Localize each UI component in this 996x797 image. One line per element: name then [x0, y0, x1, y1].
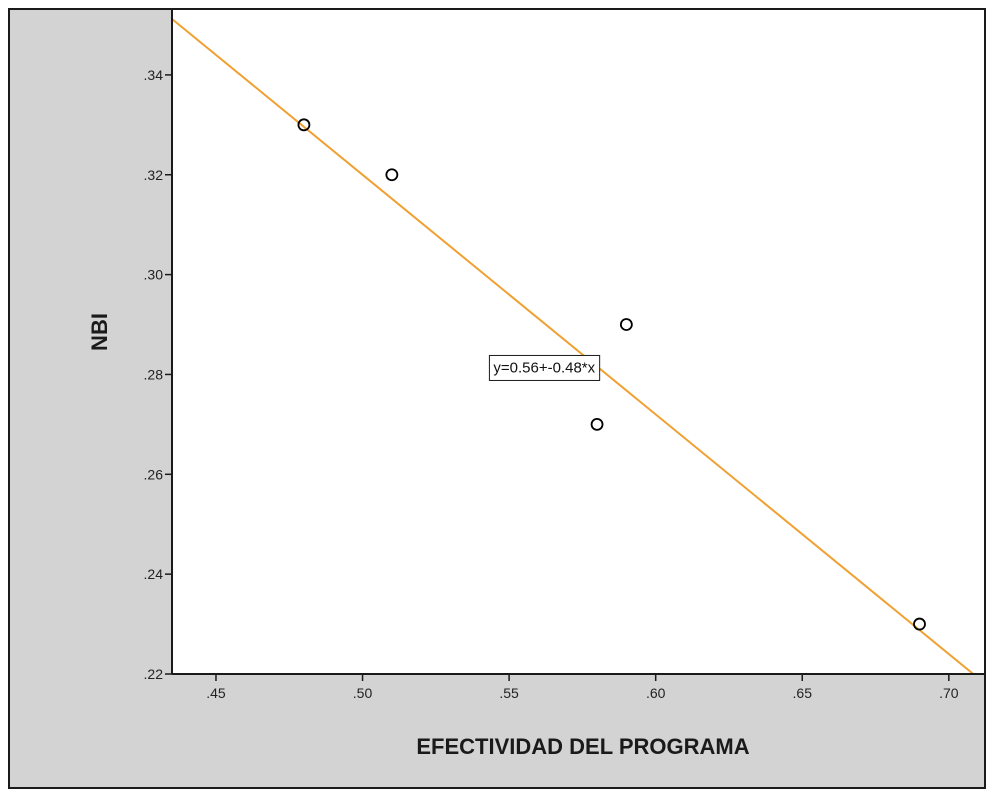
plot-area	[172, 10, 984, 674]
y-ticks: .22 .24 .26 .28 .30 .32 .34	[144, 67, 172, 682]
data-point	[913, 617, 926, 631]
y-tick-label: .24	[144, 566, 164, 582]
x-tick-label: .60	[646, 685, 666, 701]
fit-equation-label: y=0.56+-0.48*x	[488, 354, 601, 381]
x-ticks: .45 .50 .55 .60 .65 .70	[206, 674, 959, 701]
y-tick-label: .26	[144, 466, 164, 482]
scatter-chart: .45 .50 .55 .60 .65 .70 .22 .24 .26 .28 .30 .32 .34…	[87, 10, 984, 759]
axes-group	[171, 10, 984, 675]
data-point	[619, 318, 633, 331]
y-tick-label: .34	[144, 67, 164, 83]
x-tick-label: .70	[939, 685, 959, 701]
y-tick-label: .32	[144, 167, 164, 183]
chart-frame: .45 .50 .55 .60 .65 .70 .22 .24 .26 .28 .30 .32 .34…	[8, 8, 986, 789]
data-point	[590, 417, 604, 431]
y-tick-label: .28	[144, 366, 164, 382]
x-axis-title: EFECTIVIDAD DEL PROGRAMA	[416, 734, 749, 759]
data-point	[297, 118, 311, 132]
data-point	[385, 168, 399, 182]
x-tick-label: .55	[499, 685, 519, 701]
x-tick-label: .65	[793, 685, 813, 701]
fit-equation-box	[488, 354, 601, 381]
points-group	[297, 118, 926, 631]
fit-equation-text: y=0.56+-0.48*x	[493, 359, 595, 376]
x-tick-label: .50	[353, 685, 373, 701]
y-tick-label: .22	[144, 666, 164, 682]
fit-line	[172, 17, 975, 674]
y-tick-label: .30	[144, 267, 164, 283]
fit-line-group	[172, 17, 975, 674]
y-axis-title: NBI	[87, 313, 112, 351]
x-tick-label: .45	[206, 685, 226, 701]
